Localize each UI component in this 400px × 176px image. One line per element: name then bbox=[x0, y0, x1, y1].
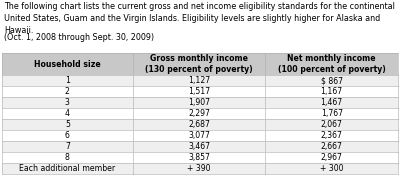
Text: Net monthly income
(100 percent of poverty): Net monthly income (100 percent of pover… bbox=[278, 55, 386, 74]
Text: 3: 3 bbox=[65, 98, 70, 107]
Text: 1,517: 1,517 bbox=[188, 87, 210, 96]
Text: 2,297: 2,297 bbox=[188, 109, 210, 118]
Text: 3,077: 3,077 bbox=[188, 131, 210, 140]
Text: 2,967: 2,967 bbox=[321, 153, 343, 162]
Text: 3,857: 3,857 bbox=[188, 153, 210, 162]
Text: 2,687: 2,687 bbox=[188, 120, 210, 129]
Text: Gross monthly income
(130 percent of poverty): Gross monthly income (130 percent of pov… bbox=[145, 55, 253, 74]
Text: Each additional member: Each additional member bbox=[19, 164, 116, 173]
Text: 4: 4 bbox=[65, 109, 70, 118]
Text: 2,367: 2,367 bbox=[321, 131, 343, 140]
Text: 6: 6 bbox=[65, 131, 70, 140]
Text: 2: 2 bbox=[65, 87, 70, 96]
Text: The following chart lists the current gross and net income eligibility standards: The following chart lists the current gr… bbox=[4, 2, 395, 35]
Text: + 300: + 300 bbox=[320, 164, 344, 173]
Text: + 390: + 390 bbox=[187, 164, 211, 173]
Text: Household size: Household size bbox=[34, 60, 101, 69]
Text: 7: 7 bbox=[65, 142, 70, 151]
Text: $ 867: $ 867 bbox=[321, 76, 343, 85]
Text: 1,167: 1,167 bbox=[321, 87, 343, 96]
Text: 1,907: 1,907 bbox=[188, 98, 210, 107]
Text: 1,767: 1,767 bbox=[321, 109, 343, 118]
Text: 1,467: 1,467 bbox=[321, 98, 343, 107]
Text: 2,067: 2,067 bbox=[321, 120, 343, 129]
Text: 3,467: 3,467 bbox=[188, 142, 210, 151]
Text: 2,667: 2,667 bbox=[321, 142, 343, 151]
Text: 5: 5 bbox=[65, 120, 70, 129]
Text: 1,127: 1,127 bbox=[188, 76, 210, 85]
Text: 8: 8 bbox=[65, 153, 70, 162]
Text: (Oct. 1, 2008 through Sept. 30, 2009): (Oct. 1, 2008 through Sept. 30, 2009) bbox=[4, 33, 154, 42]
Text: 1: 1 bbox=[65, 76, 70, 85]
